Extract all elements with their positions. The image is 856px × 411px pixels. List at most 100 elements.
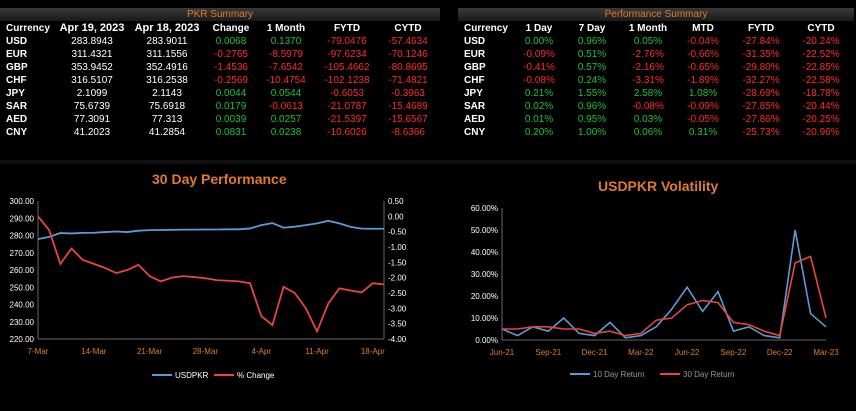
currency-code: AED: [464, 114, 486, 125]
perf-header-5: FYTD: [747, 23, 775, 34]
table-cell: -0.41%: [523, 62, 555, 73]
pkr-header-1: Apr 19, 2023: [59, 22, 125, 34]
table-cell: -1.4536: [214, 62, 248, 73]
y-tick-label: 290.00: [10, 214, 35, 223]
table-cell: 0.0544: [270, 88, 302, 99]
x-tick-label: Dec-21: [582, 348, 608, 357]
table-cell: -22.85%: [802, 62, 840, 73]
table-cell: -27.85%: [742, 101, 780, 112]
table-cell: 0.06%: [633, 127, 663, 138]
table-cell: -29.80%: [742, 62, 780, 73]
table-cell: -2.16%: [632, 62, 664, 73]
pkr-header-0: Currency: [6, 23, 50, 34]
table-cell: -57.4634: [388, 36, 428, 47]
table-row: JPY 0.21% 1.55% 2.58% 1.08% -28.69% -18.78%: [458, 87, 850, 100]
table-cell: 0.0257: [270, 114, 302, 125]
pkr-header-2: Apr 18, 2023: [134, 22, 200, 34]
y-tick-label: 40.00%: [471, 248, 498, 257]
x-tick-label: 11-Apr: [305, 347, 329, 356]
table-row: CNY 41.2023 41.2854 0.0831 0.0238 -10.6026 -8.…: [0, 126, 438, 139]
table-cell: -10.4754: [266, 75, 306, 86]
y-tick-label: 270.00: [10, 249, 35, 258]
table-cell: -0.3963: [391, 88, 425, 99]
x-tick-label: Jun-21: [490, 348, 515, 357]
y-tick-label: 230.00: [10, 318, 35, 327]
currency-code: JPY: [6, 88, 25, 99]
table-cell: 353.9452: [71, 62, 113, 73]
table-cell: 0.1370: [270, 36, 302, 47]
x-tick-label: 14-Mar: [81, 347, 107, 356]
perf-header-2: 7 Day: [578, 23, 606, 34]
performance-summary-table: Currency 1 Day 7 Day 1 Month MTD FYTD CYTD USD…: [458, 22, 850, 139]
table-cell: -15.6567: [388, 114, 428, 125]
table-cell: -22.58%: [802, 75, 840, 86]
pkr-header-3: Change: [212, 23, 250, 34]
table-row: SAR 0.02% 0.96% -0.08% -0.09% -27.85% -20.44%: [458, 100, 850, 113]
table-cell: -0.65%: [687, 62, 719, 73]
y-tick-label: 20.00%: [471, 292, 498, 301]
series-line-usdpkr: [37, 219, 384, 241]
table-cell: 0.21%: [524, 88, 554, 99]
y2-tick-label: -2.00: [388, 274, 407, 283]
table-cell: -28.69%: [742, 88, 780, 99]
table-cell: 0.00%: [524, 36, 554, 47]
table-cell: -20.24%: [802, 36, 840, 47]
y-tick-label: 30.00%: [471, 270, 498, 279]
table-cell: 311.4321: [71, 49, 113, 60]
table-row: CHF 316.5107 316.2538 -0.2569 -10.4754 -102.1…: [0, 74, 438, 87]
table-cell: -0.04%: [687, 36, 719, 47]
x-tick-label: 28-Mar: [193, 347, 219, 356]
currency-code: USD: [6, 36, 28, 47]
x-tick-label: 21-Mar: [137, 347, 163, 356]
table-cell: 0.0238: [270, 127, 302, 138]
table-cell: -70.1246: [388, 49, 428, 60]
currency-code: CHF: [6, 75, 27, 86]
table-row: USD 283.8943 283.9011 0.0068 0.1370 -79.0476 -…: [0, 35, 438, 48]
table-cell: 352.4916: [146, 62, 188, 73]
currency-code: GBP: [464, 62, 486, 73]
table-cell: -0.08%: [632, 101, 664, 112]
performance-summary-title: Performance Summary: [458, 8, 854, 21]
y2-tick-label: 0.00: [388, 212, 404, 221]
table-cell: 0.95%: [577, 114, 607, 125]
y2-tick-label: -0.50: [388, 228, 407, 237]
chart-30-day-performance: 220.00 230.00 240.00 250.00 260.00 270.00 280.…: [10, 197, 407, 380]
table-cell: -0.09%: [523, 49, 555, 60]
currency-code: EUR: [6, 49, 28, 60]
legend-label: % Change: [237, 371, 275, 380]
currency-code: JPY: [464, 88, 483, 99]
table-cell: -0.05%: [687, 114, 719, 125]
legend-label: 10 Day Return: [593, 370, 645, 379]
table-row: USD 0.00% 0.96% 0.05% -0.04% -27.84% -20.24%: [458, 35, 850, 48]
table-cell: 316.5107: [71, 75, 113, 86]
y2-tick-label: -2.50: [388, 289, 407, 298]
table-cell: 0.01%: [524, 114, 554, 125]
table-cell: 0.0039: [215, 114, 247, 125]
table-cell: 1.55%: [577, 88, 607, 99]
pkr-header-5: FYTD: [333, 23, 361, 34]
table-cell: 0.31%: [688, 127, 718, 138]
x-tick-label: Sep-22: [721, 348, 747, 357]
table-cell: 41.2854: [148, 127, 186, 138]
table-cell: 0.05%: [633, 36, 663, 47]
table-row: SAR 75.6739 75.6918 0.0179 -0.0613 -21.0787 -1…: [0, 100, 438, 113]
table-cell: -18.78%: [802, 88, 840, 99]
y-tick-label: 10.00%: [471, 314, 498, 323]
table-cell: -0.66%: [687, 49, 719, 60]
table-cell: 316.2538: [146, 75, 188, 86]
table-cell: 0.20%: [524, 127, 554, 138]
currency-code: GBP: [6, 62, 28, 73]
series-line-pct-change: [37, 215, 385, 334]
chart-title-volatility: USDPKR Volatility: [598, 178, 719, 194]
table-cell: -20.96%: [802, 127, 840, 138]
table-cell: -7.6542: [269, 62, 303, 73]
series-line-30-day-return: [502, 255, 827, 337]
perf-header-6: CYTD: [807, 23, 835, 34]
y2-tick-label: 0.50: [388, 197, 404, 206]
table-cell: 0.51%: [577, 49, 607, 60]
table-cell: 2.1099: [76, 88, 108, 99]
y-tick-label: 220.00: [10, 335, 35, 344]
table-cell: -21.0787: [327, 101, 367, 112]
table-cell: -8.6366: [391, 127, 425, 138]
currency-code: SAR: [6, 101, 28, 112]
